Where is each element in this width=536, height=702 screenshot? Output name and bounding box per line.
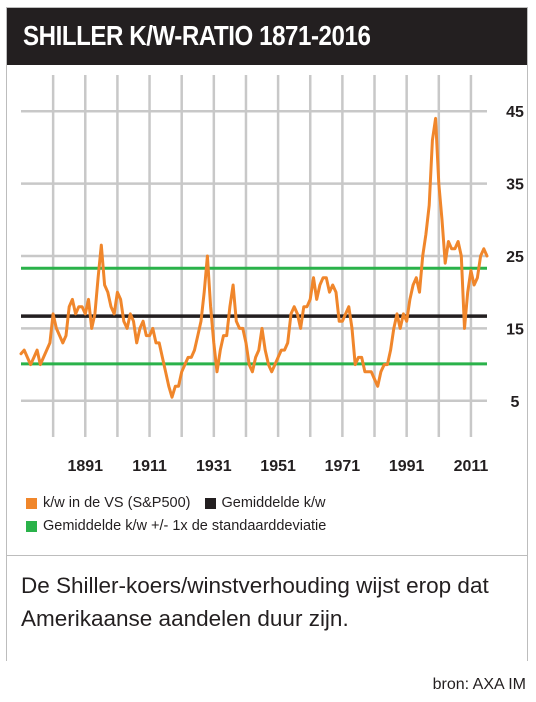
legend-item-series: k/w in de VS (S&P500): [26, 495, 191, 511]
legend-item-mean: Gemiddelde k/w: [204, 495, 326, 511]
plot-area: 5 15 25 35 45 1891 1911 1931 1951 1971 1991 2011: [7, 65, 527, 554]
x-tick-label: 1971: [325, 458, 361, 475]
source-label: bron: AXA IM: [432, 676, 526, 693]
y-tick-label: 5: [511, 394, 520, 411]
y-tick-label: 45: [506, 104, 524, 121]
legend-label-mean: Gemiddelde k/w: [221, 495, 326, 511]
x-tick-label: 1931: [196, 458, 232, 475]
x-tick-label: 1891: [67, 458, 103, 475]
x-tick-label: 1951: [260, 458, 296, 475]
horizontal-gridlines: [21, 109, 487, 403]
legend-label-stddev: Gemiddelde k/w +/- 1x de standaarddeviat…: [43, 518, 327, 534]
caption-box: De Shiller-koers/winstverhouding wijst e…: [7, 555, 527, 662]
legend-row-2: Gemiddelde k/w +/- 1x de standaarddeviat…: [26, 518, 340, 534]
legend-item-stddev: Gemiddelde k/w +/- 1x de standaarddeviat…: [26, 518, 326, 534]
series-line-kw-vs: [19, 116, 489, 399]
chart-svg: 5 15 25 35 45 1891 1911 1931 1951 1971 1991 2011: [19, 75, 524, 475]
legend-swatch-black: [204, 497, 216, 509]
caption-text: De Shiller-koers/winstverhouding wijst e…: [21, 573, 489, 631]
x-tick-label: 1911: [132, 458, 167, 475]
legend-label-series: k/w in de VS (S&P500): [43, 495, 191, 511]
y-tick-labels: 5 15 25 35 45: [506, 104, 524, 411]
x-tick-labels: 1891 1911 1931 1951 1971 1991 2011: [67, 458, 488, 475]
chart-title: SHILLER K/W-RATIO 1871-2016: [23, 20, 371, 51]
legend-swatch-orange: [26, 497, 37, 509]
y-tick-label: 15: [506, 321, 524, 338]
series-group: [19, 116, 489, 399]
title-bar: SHILLER K/W-RATIO 1871-2016: [7, 8, 527, 65]
y-tick-label: 35: [506, 177, 524, 194]
legend-swatch-green: [26, 520, 37, 532]
x-tick-label: 1991: [389, 458, 425, 475]
y-tick-label: 25: [506, 249, 524, 266]
x-tick-label: 2011: [454, 458, 489, 475]
legend-row-1: k/w in de VS (S&P500) Gemiddelde k/w: [26, 495, 339, 511]
